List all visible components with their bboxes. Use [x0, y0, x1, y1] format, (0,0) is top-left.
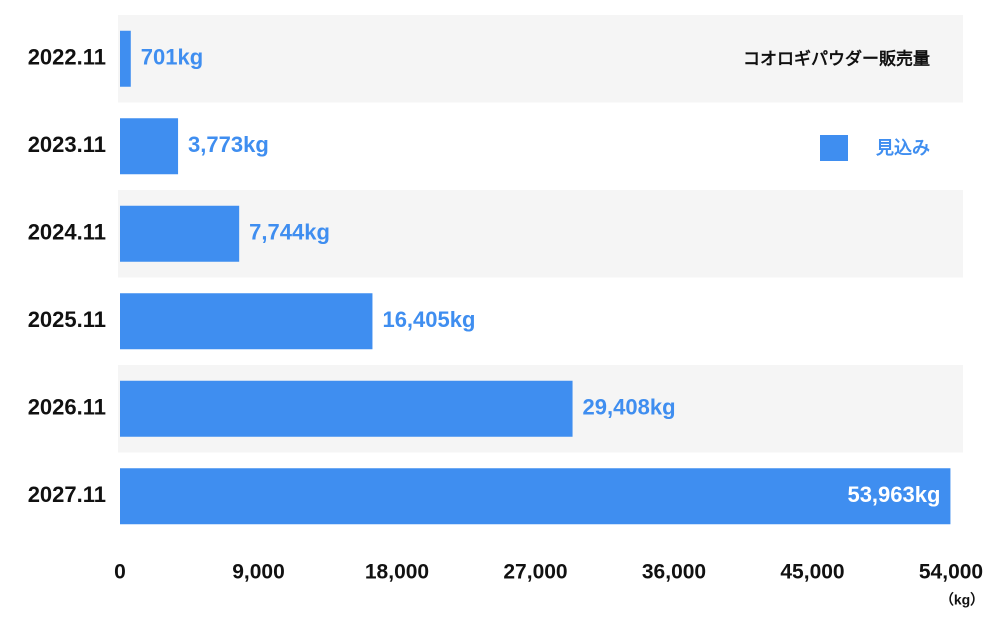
x-tick-label: 0 [114, 561, 126, 584]
bar [120, 380, 573, 437]
bar [120, 205, 240, 262]
bar [120, 293, 373, 350]
y-tick-label: 2023.11 [28, 132, 106, 157]
x-tick-label: 9,000 [232, 561, 285, 584]
bar [120, 118, 179, 175]
y-tick-label: 2027.11 [28, 482, 106, 507]
bar [120, 468, 951, 525]
x-tick-label: 18,000 [365, 561, 429, 584]
row-bands [118, 15, 963, 540]
row-band [118, 190, 963, 278]
x-tick-label: 54,000 [919, 561, 983, 584]
y-tick-label: 2024.11 [28, 220, 106, 245]
x-axis-label: （kg） [940, 592, 984, 608]
value-label: 7,744kg [249, 220, 330, 245]
value-label: 16,405kg [382, 307, 475, 332]
x-tick-label: 45,000 [780, 561, 844, 584]
value-label: 53,963kg [847, 482, 940, 507]
legend-label: 見込み [875, 138, 930, 158]
x-tick-label: 27,000 [503, 561, 567, 584]
chart-title: コオロギパウダー販売量 [743, 48, 930, 68]
y-tick-label: 2022.11 [28, 45, 106, 70]
x-tick-label: 36,000 [642, 561, 706, 584]
legend-swatch [820, 135, 848, 161]
y-tick-label: 2025.11 [28, 307, 106, 332]
value-label: 29,408kg [583, 395, 676, 420]
bar [120, 30, 131, 87]
row-band [118, 15, 963, 103]
y-tick-label: 2026.11 [28, 395, 106, 420]
value-label: 3,773kg [188, 132, 269, 157]
value-label: 701kg [141, 45, 203, 70]
